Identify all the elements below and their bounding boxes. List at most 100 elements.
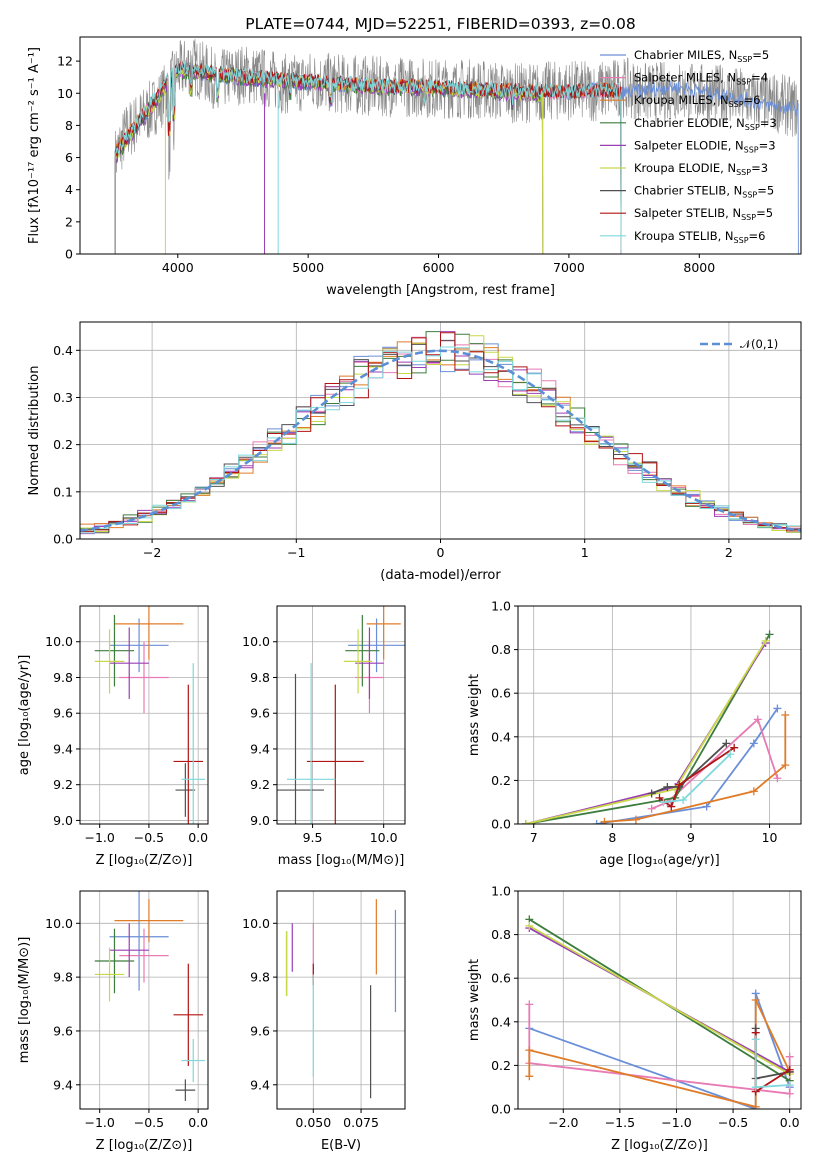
weight-point-marker	[751, 1083, 760, 1092]
histogram-plot	[80, 331, 801, 535]
mass-vs-Z-points	[94, 891, 206, 1101]
x-axis-label: wavelength [Angstrom, rest frame]	[326, 283, 555, 298]
y-tick-label: 9.2	[250, 777, 270, 792]
weight-vs-Z-frame	[517, 890, 802, 1110]
x-axis-label: (data-model)/error	[380, 568, 501, 583]
y-tick-label: 9.2	[53, 777, 73, 792]
y-tick-label: 9.4	[250, 741, 270, 756]
x-tick-label: −0.5	[134, 830, 164, 845]
x-axis-label: mass [log₁₀(M/M⊙)]	[278, 853, 405, 868]
weight-point-marker	[722, 739, 731, 748]
y-tick-label: 0	[65, 247, 73, 262]
y-tick-label: 2	[65, 214, 73, 229]
weight-point-marker	[773, 774, 782, 783]
observed-spectrum	[114, 38, 799, 189]
y-axis-label: mass weight	[467, 959, 482, 1041]
x-tick-label: 7	[530, 830, 538, 845]
x-tick-label: 5000	[292, 260, 324, 275]
mass-vs-ebv-points	[285, 899, 397, 1099]
spectrum-axes	[76, 60, 700, 258]
weight-point-marker	[730, 743, 739, 752]
x-tick-label: −1.0	[85, 1115, 115, 1130]
y-axis-label: mass [log₁₀(M/M⊙)]	[17, 937, 32, 1064]
y-tick-label: 10.0	[45, 916, 73, 931]
y-tick-label: 9.0	[250, 813, 270, 828]
x-tick-label: 10	[762, 830, 778, 845]
y-tick-label: 6	[65, 150, 73, 165]
x-tick-label: −0.5	[718, 1115, 748, 1130]
x-axis-label: Z [log₁₀(Z/Z⊙)]	[611, 1138, 708, 1153]
weight-series-line	[528, 925, 791, 1075]
y-tick-label: 10	[57, 86, 73, 101]
weight-point-marker	[592, 820, 601, 824]
y-tick-label: 9.6	[250, 1023, 270, 1038]
y-tick-label: 0.8	[491, 642, 511, 657]
legend-label: Kroupa MILES, NSSP=6	[634, 93, 760, 109]
y-axis-label: mass weight	[467, 674, 482, 756]
weight-point-marker	[751, 1035, 760, 1044]
weight-point-marker	[702, 802, 711, 811]
age-vs-mass-points	[277, 606, 405, 824]
y-tick-label: 10.0	[45, 634, 73, 649]
y-tick-label: 9.0	[53, 813, 73, 828]
legend-label: Chabrier MILES, NSSP=5	[634, 48, 769, 64]
legend-label: Salpeter ELODIE, NSSP=3	[634, 138, 776, 154]
x-axis-label: E(B-V)	[321, 1138, 361, 1153]
weight-point-marker	[675, 780, 684, 789]
x-tick-label: −1.0	[661, 1115, 691, 1130]
y-tick-label: 9.6	[250, 706, 270, 721]
legend-label: Chabrier ELODIE, NSSP=3	[634, 116, 777, 132]
y-tick-label: 10.0	[242, 916, 270, 931]
y-tick-label: 0.0	[491, 817, 511, 832]
x-tick-label: 0.050	[295, 1115, 331, 1130]
age-vs-mass-axes	[273, 606, 405, 828]
weight-point-marker	[781, 711, 790, 719]
spectrum-plot	[114, 38, 799, 254]
y-tick-label: 0.4	[491, 1014, 511, 1029]
histogram-frame	[79, 321, 802, 540]
weight-point-marker	[749, 787, 758, 796]
y-tick-label: 0.4	[53, 343, 73, 358]
y-tick-label: 9.4	[53, 741, 73, 756]
y-tick-label: 9.8	[250, 970, 270, 985]
x-tick-label: 0.0	[780, 1115, 800, 1130]
x-tick-label: 4000	[162, 260, 194, 275]
y-tick-label: 0.1	[53, 484, 73, 499]
y-tick-label: 8	[65, 118, 73, 133]
legend-label: Salpeter STELIB, NSSP=5	[634, 206, 773, 222]
weight-point-marker	[753, 715, 762, 724]
legend-label: Salpeter MILES, NSSP=4	[634, 71, 768, 87]
weight-point-marker	[659, 798, 668, 807]
x-tick-label: 6000	[423, 260, 455, 275]
y-axis-label: Normed distribution	[27, 366, 42, 496]
x-tick-label: 0	[437, 545, 445, 560]
x-tick-label: 9	[687, 830, 695, 845]
y-tick-label: 0.4	[491, 729, 511, 744]
x-tick-label: −2.0	[548, 1115, 578, 1130]
x-tick-label: 10.0	[370, 830, 398, 845]
y-tick-label: 9.8	[53, 670, 73, 685]
y-tick-label: 1.0	[491, 599, 511, 614]
weight-point-marker	[679, 796, 688, 805]
model-spectrum-line	[114, 59, 622, 254]
x-tick-label: −1	[287, 545, 305, 560]
y-tick-label: 0.6	[491, 686, 511, 701]
x-axis-label: Z [log₁₀(Z/Z⊙)]	[96, 853, 193, 868]
x-tick-label: 1	[581, 545, 589, 560]
legend-label: Chabrier STELIB, NSSP=5	[634, 184, 774, 200]
chart-title: PLATE=0744, MJD=52251, FIBERID=0393, z=0…	[245, 15, 635, 33]
weight-point-marker	[667, 802, 676, 811]
y-tick-label: 12	[57, 54, 73, 69]
y-axis-label: age [log₁₀(age/yr)]	[17, 655, 32, 776]
weight-point-marker	[773, 704, 782, 713]
weight-point-marker	[785, 1081, 794, 1090]
weight-series-line	[528, 999, 791, 1108]
legend-label: 𝒩(0,1)	[740, 337, 778, 351]
x-tick-label: 8	[608, 830, 616, 845]
y-tick-label: 9.6	[53, 1023, 73, 1038]
weight-point-marker	[655, 793, 664, 802]
x-tick-label: 0.0	[188, 1115, 208, 1130]
weight-point-marker	[751, 1102, 760, 1109]
x-tick-label: 2	[725, 545, 733, 560]
